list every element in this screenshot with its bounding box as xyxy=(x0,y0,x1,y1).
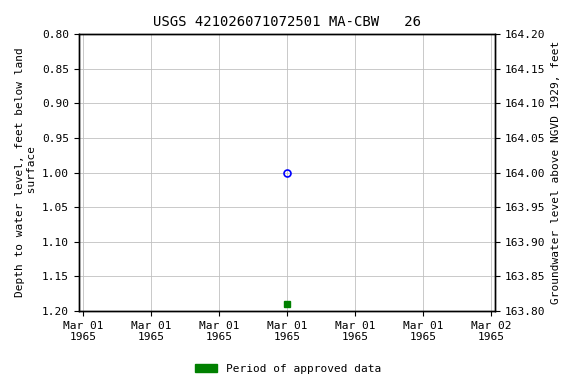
Legend: Period of approved data: Period of approved data xyxy=(191,359,385,379)
Y-axis label: Depth to water level, feet below land
 surface: Depth to water level, feet below land su… xyxy=(15,48,37,298)
Y-axis label: Groundwater level above NGVD 1929, feet: Groundwater level above NGVD 1929, feet xyxy=(551,41,561,304)
Title: USGS 421026071072501 MA-CBW   26: USGS 421026071072501 MA-CBW 26 xyxy=(153,15,421,29)
